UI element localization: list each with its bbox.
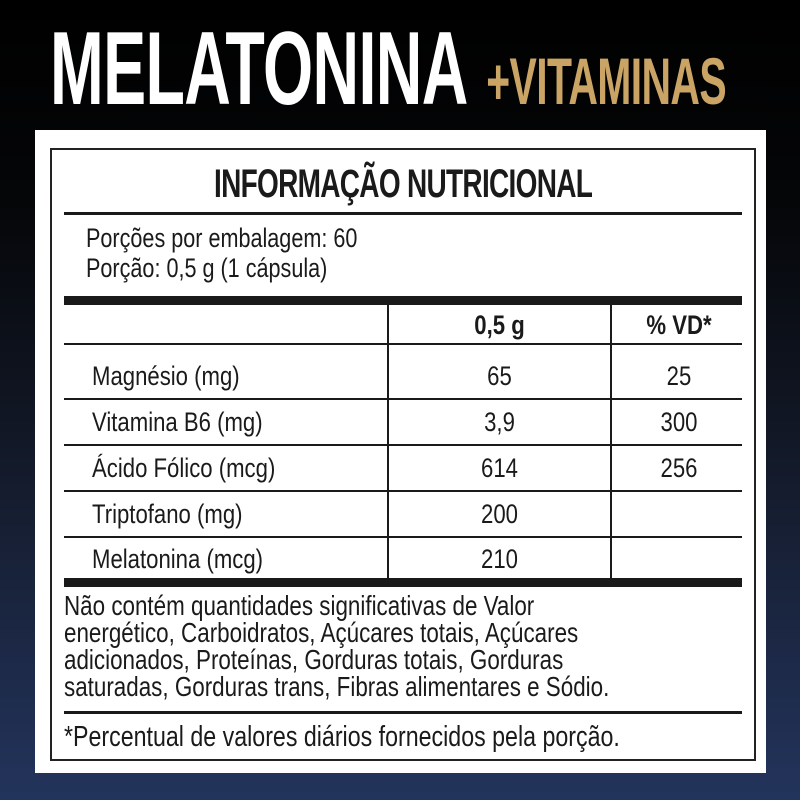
product-subtitle: +VITAMINAS xyxy=(486,44,727,118)
label-heading: INFORMAÇÃO NUTRICIONAL xyxy=(213,162,593,206)
column-divider xyxy=(610,305,612,581)
row-divider xyxy=(64,536,742,538)
serving-size: Porção: 0,5 g (1 cápsula) xyxy=(86,253,328,283)
nutrient-amount: 65 xyxy=(487,361,512,391)
nutrient-name: Ácido Fólico (mcg) xyxy=(92,453,276,483)
nutrient-name: Triptofano (mg) xyxy=(92,499,243,529)
product-title: MELATONINA +VITAMINAS xyxy=(50,17,727,121)
row-divider xyxy=(64,490,742,492)
note-line: adicionados, Proteínas, Gorduras totais,… xyxy=(64,644,564,675)
nutrient-dv: 300 xyxy=(660,407,698,437)
nutrient-amount: 200 xyxy=(481,499,518,529)
column-header-amount: 0,5 g xyxy=(474,310,525,340)
note-line: saturadas, Gorduras trans, Fibras alimen… xyxy=(64,671,610,702)
servings-per-package: Porções por embalagem: 60 xyxy=(86,223,358,253)
label-frame: INFORMAÇÃO NUTRICIONAL Porções por embal… xyxy=(50,148,756,761)
row-divider xyxy=(64,444,742,446)
row-divider xyxy=(64,398,742,400)
note-line: energético, Carboidratos, Açúcares totai… xyxy=(64,617,579,648)
nutrition-note: Não contém quantidades significativas de… xyxy=(64,590,720,702)
column-header-dv: % VD* xyxy=(646,310,712,340)
nutrient-dv: 256 xyxy=(660,453,698,483)
divider xyxy=(64,711,742,714)
nutrient-amount: 614 xyxy=(481,453,518,483)
footnote: *Percentual de valores diários fornecido… xyxy=(64,721,620,753)
nutrient-amount: 210 xyxy=(481,544,518,574)
column-divider xyxy=(387,305,389,581)
nutrient-dv: 25 xyxy=(666,361,692,391)
thick-divider xyxy=(64,296,742,305)
nutrition-label: INFORMAÇÃO NUTRICIONAL Porções por embal… xyxy=(35,130,766,773)
note-line: Não contém quantidades significativas de… xyxy=(64,590,535,621)
nutrient-amount: 3,9 xyxy=(484,407,515,437)
divider xyxy=(64,212,742,215)
product-name: MELATONINA xyxy=(50,11,468,127)
nutrient-name: Vitamina B6 (mg) xyxy=(92,407,263,437)
nutrient-name: Magnésio (mg) xyxy=(92,361,240,391)
row-divider xyxy=(64,343,742,345)
thick-divider xyxy=(64,578,742,587)
nutrient-name: Melatonina (mcg) xyxy=(92,544,264,574)
